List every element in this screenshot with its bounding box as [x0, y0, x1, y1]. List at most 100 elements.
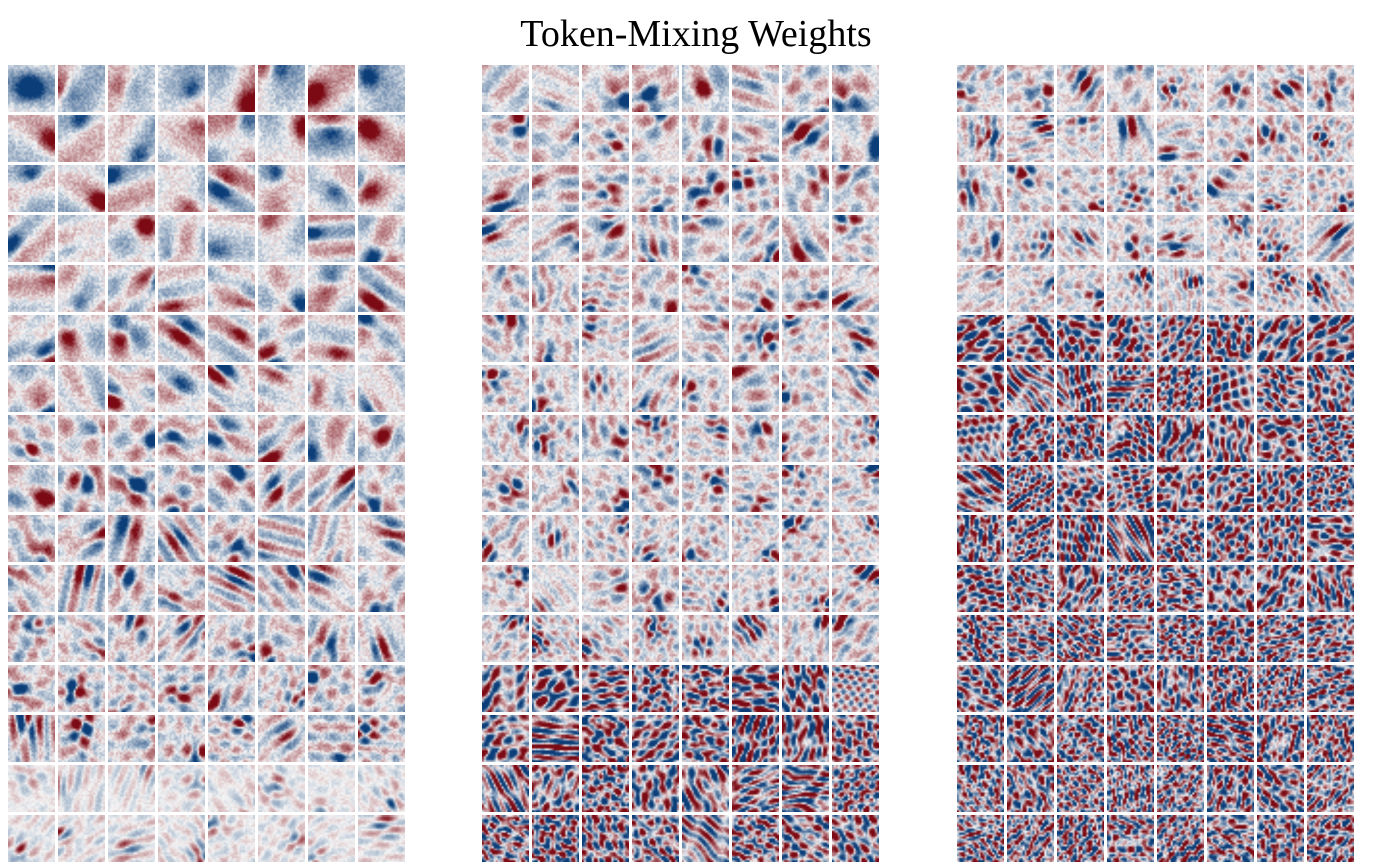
weight-tile: [8, 415, 55, 462]
weight-tile: [208, 65, 255, 112]
weight-tile: [482, 265, 529, 312]
weight-tile: [308, 115, 355, 162]
weight-tile: [58, 715, 105, 762]
weight-tile: [532, 365, 579, 412]
weight-tile: [158, 665, 205, 712]
weight-tile: [532, 715, 579, 762]
weight-tile: [208, 665, 255, 712]
weight-tile: [1157, 215, 1204, 262]
weight-tile: [1057, 215, 1104, 262]
weight-tile: [682, 515, 729, 562]
weight-tile: [1257, 515, 1304, 562]
weight-tile: [1307, 815, 1354, 862]
weight-tile: [308, 165, 355, 212]
weight-tile: [957, 215, 1004, 262]
weight-tile: [957, 615, 1004, 662]
weights-panel-right: [957, 65, 1354, 862]
weight-tile: [957, 415, 1004, 462]
weight-tile: [1257, 365, 1304, 412]
weight-tile: [582, 365, 629, 412]
weight-tile: [1057, 815, 1104, 862]
weight-tile: [957, 115, 1004, 162]
weight-tile: [1207, 565, 1254, 612]
weight-tile: [532, 515, 579, 562]
weight-tile: [358, 65, 405, 112]
weight-tile: [208, 515, 255, 562]
weight-tile: [782, 415, 829, 462]
weight-tile: [682, 415, 729, 462]
weight-tile: [358, 515, 405, 562]
weight-tile: [308, 315, 355, 362]
weight-tile: [158, 115, 205, 162]
weight-tile: [108, 765, 155, 812]
weight-tile: [58, 465, 105, 512]
weight-tile: [582, 265, 629, 312]
weight-tile: [482, 315, 529, 362]
weight-tile: [832, 465, 879, 512]
weight-tile: [532, 65, 579, 112]
weight-tile: [782, 815, 829, 862]
weight-tile: [1307, 415, 1354, 462]
weight-tile: [1157, 465, 1204, 512]
weight-tile: [532, 415, 579, 462]
weight-tile: [632, 215, 679, 262]
weight-tile: [58, 165, 105, 212]
weight-tile: [1007, 815, 1054, 862]
weight-tile: [732, 815, 779, 862]
weight-tile: [632, 665, 679, 712]
weight-tile: [632, 315, 679, 362]
weight-tile: [1107, 565, 1154, 612]
weight-tile: [532, 615, 579, 662]
weight-tile: [1107, 615, 1154, 662]
weight-tile: [108, 165, 155, 212]
weight-tile: [108, 665, 155, 712]
weight-tile: [158, 315, 205, 362]
weight-tile: [258, 365, 305, 412]
weight-tile: [532, 665, 579, 712]
weight-tile: [1157, 315, 1204, 362]
weight-tile: [208, 765, 255, 812]
weight-tile: [957, 565, 1004, 612]
weight-tile: [258, 265, 305, 312]
weight-tile: [58, 65, 105, 112]
weight-tile: [158, 165, 205, 212]
weight-tile: [308, 565, 355, 612]
weight-tile: [1057, 315, 1104, 362]
weight-tile: [682, 665, 729, 712]
weight-tile: [1307, 65, 1354, 112]
weight-tile: [532, 165, 579, 212]
weight-tile: [58, 815, 105, 862]
weight-tile: [632, 715, 679, 762]
weight-tile: [957, 315, 1004, 362]
weight-tile: [632, 265, 679, 312]
weight-tile: [832, 215, 879, 262]
weight-tile: [308, 515, 355, 562]
weight-tile: [582, 515, 629, 562]
weight-tile: [957, 715, 1004, 762]
weight-tile: [632, 165, 679, 212]
weight-tile: [1307, 665, 1354, 712]
weight-tile: [1007, 765, 1054, 812]
weight-tile: [358, 765, 405, 812]
weight-tile: [1157, 765, 1204, 812]
weight-tile: [1057, 615, 1104, 662]
weight-tile: [532, 215, 579, 262]
weights-panel-left: [8, 65, 405, 862]
weight-tile: [1007, 115, 1054, 162]
weight-tile: [1307, 615, 1354, 662]
weight-tile: [1007, 215, 1054, 262]
weight-tile: [208, 165, 255, 212]
weight-tile: [532, 265, 579, 312]
weight-tile: [832, 765, 879, 812]
weight-tile: [208, 365, 255, 412]
weight-tile: [1107, 765, 1154, 812]
weight-tile: [532, 115, 579, 162]
weight-tile: [108, 565, 155, 612]
weight-tile: [1007, 415, 1054, 462]
weight-tile: [1007, 265, 1054, 312]
weight-tile: [632, 365, 679, 412]
weight-tile: [1207, 765, 1254, 812]
weight-tile: [482, 365, 529, 412]
weight-tile: [682, 565, 729, 612]
weight-tile: [108, 415, 155, 462]
